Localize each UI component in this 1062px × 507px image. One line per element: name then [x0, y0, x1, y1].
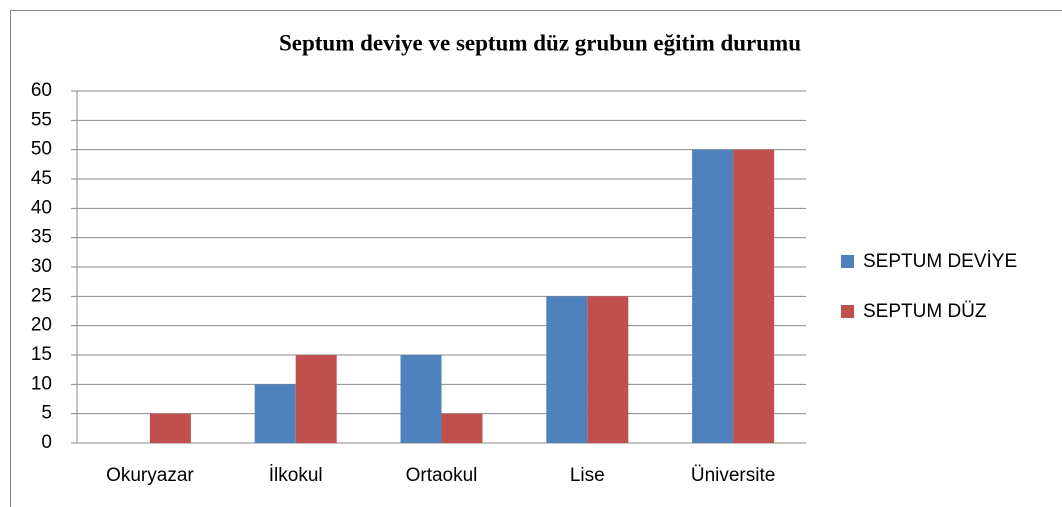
y-tick-label: 25 [31, 285, 52, 306]
y-tick-label: 0 [41, 432, 52, 453]
bar [149, 413, 191, 443]
y-tick-label: 45 [31, 168, 52, 189]
bar [733, 149, 775, 443]
bar [546, 296, 588, 443]
bar [254, 384, 296, 443]
y-tick-label: 20 [31, 315, 52, 336]
y-tick-label: 55 [31, 109, 52, 130]
y-tick-label: 15 [31, 344, 52, 365]
x-tick-label: Okuryazar [106, 465, 194, 486]
legend-label: SEPTUM DEVİYE [863, 251, 1017, 272]
bar [400, 355, 442, 443]
y-tick-label: 35 [31, 227, 52, 248]
x-tick-label: Üniversite [691, 465, 775, 486]
legend-swatch [841, 255, 854, 268]
y-tick-label: 30 [31, 256, 52, 277]
y-tick-label: 40 [31, 197, 52, 218]
bar [587, 296, 629, 443]
x-tick-label: İlkokul [269, 465, 323, 486]
bar [692, 149, 734, 443]
legend-swatch [841, 305, 854, 318]
chart-frame [10, 10, 1062, 507]
x-tick-label: Lise [570, 465, 605, 486]
legend-label: SEPTUM DÜZ [863, 301, 987, 322]
x-tick-label: Ortaokul [406, 465, 478, 486]
chart-title: Septum deviye ve septum düz grubun eğiti… [279, 30, 801, 55]
y-tick-label: 10 [31, 373, 52, 394]
y-tick-label: 60 [31, 80, 52, 101]
bar [295, 355, 337, 443]
y-tick-label: 50 [31, 139, 52, 160]
bar [441, 413, 483, 443]
y-tick-label: 5 [41, 403, 52, 424]
